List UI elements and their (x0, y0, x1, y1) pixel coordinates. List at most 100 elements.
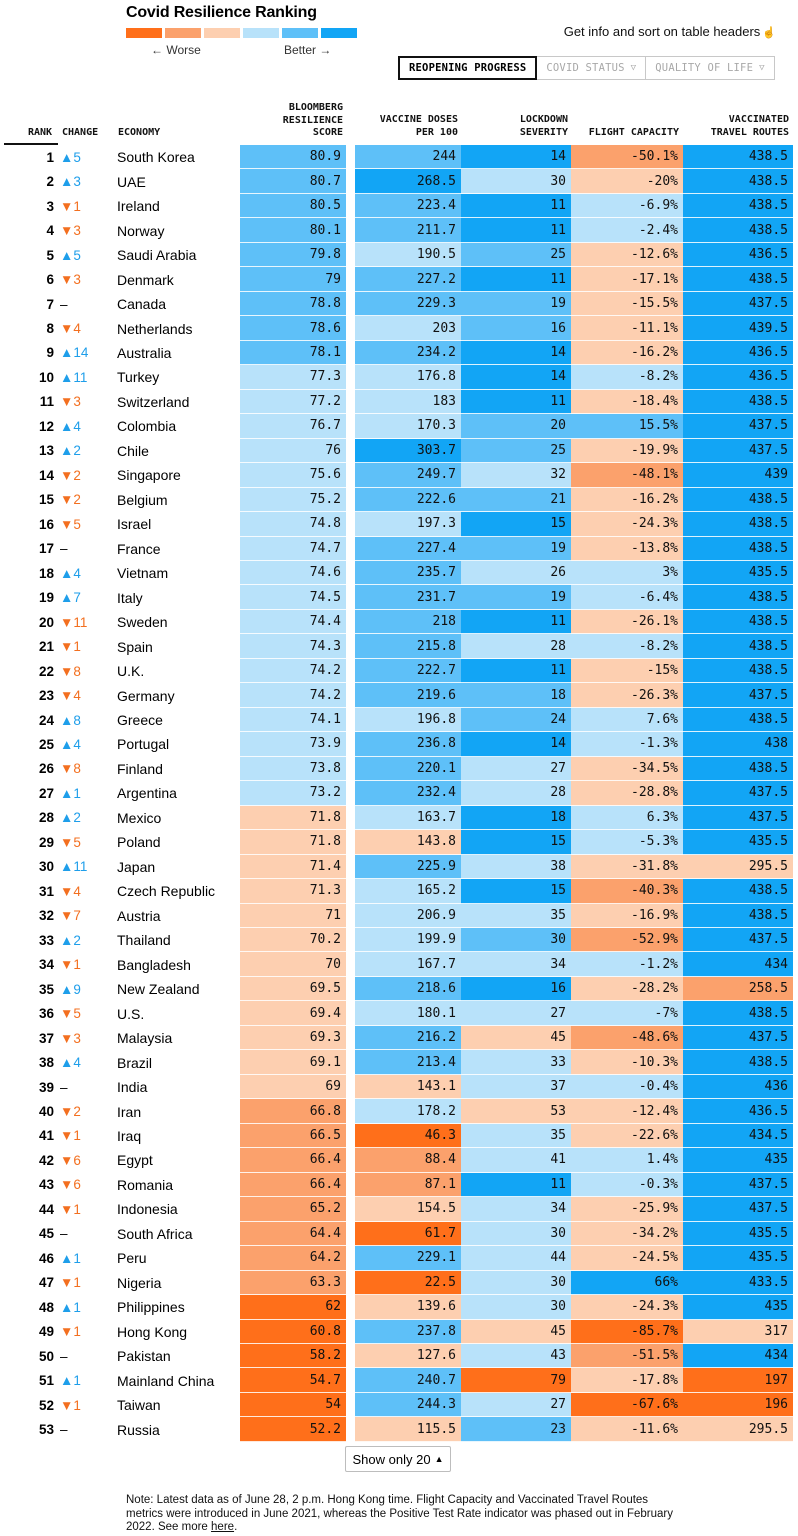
economy-cell: Russia (117, 1421, 160, 1438)
change-cell: ▲11 (60, 365, 100, 389)
flight-cell: -18.4% (571, 389, 683, 415)
vaccine-cell: 227.2 (355, 267, 461, 292)
tab-label: REOPENING PROGRESS (409, 62, 527, 74)
score-cell: 63.3 (240, 1270, 346, 1296)
lockdown-cell: 34 (461, 952, 571, 977)
vaccine-cell: 220.1 (355, 756, 461, 782)
travel-cell: 438.5 (683, 903, 793, 928)
economy-cell: Switzerland (117, 393, 190, 410)
economy-cell: Israel (117, 516, 152, 533)
score-cell: 74.2 (240, 658, 346, 684)
lockdown-cell: 45 (461, 1319, 571, 1344)
table-row: 47 ▼1 Nigeria 63.3 22.5 30 66% 433.5 (0, 1270, 798, 1296)
travel-cell: 258.5 (683, 976, 793, 1002)
change-value: ▼5 (60, 516, 81, 532)
change-value: ▲4 (60, 736, 81, 752)
legend-swatch (321, 28, 357, 38)
table-row: 6 ▼3 Denmark 79 227.2 11 -17.1% 438.5 (0, 267, 798, 292)
score-cell: 75.6 (240, 463, 346, 488)
rank-cell: 26 (38, 761, 54, 777)
rank-cell: 8 (46, 321, 54, 337)
lockdown-cell: 11 (461, 267, 571, 292)
pointer-hand-icon: ☝ (762, 27, 776, 39)
lockdown-cell: 26 (461, 560, 571, 586)
rank-cell: 48 (38, 1299, 54, 1315)
economy-cell: Belgium (117, 491, 168, 508)
travel-cell: 438 (683, 732, 793, 757)
rank-cell: 6 (46, 272, 54, 288)
legend-swatch (243, 28, 279, 38)
vaccine-cell: 115.5 (355, 1417, 461, 1442)
score-cell: 71.8 (240, 830, 346, 855)
change-cell: ▲9 (60, 977, 100, 1001)
header-rank[interactable]: RANK (28, 127, 53, 138)
rank-cell: 20 (38, 614, 54, 630)
tab-covid-status[interactable]: COVID STATUS ▽ (537, 56, 647, 80)
vaccine-cell: 218 (355, 609, 461, 635)
lockdown-cell: 15 (461, 879, 571, 904)
footnote: Note: Latest data as of June 28, 2 p.m. … (126, 1494, 686, 1535)
vaccine-cell: 197.3 (355, 512, 461, 537)
change-value: ▼1 (60, 198, 81, 214)
economy-cell: Australia (117, 344, 172, 361)
score-cell: 58.2 (240, 1343, 346, 1369)
flight-cell: -22.6% (571, 1123, 683, 1149)
rank-cell: 2 (46, 174, 54, 190)
flight-cell: -11.6% (571, 1417, 683, 1442)
score-cell: 66.5 (240, 1123, 346, 1149)
travel-cell: 295.5 (683, 854, 793, 880)
header-vaccine[interactable]: VACCINE DOSES PER 100 (355, 114, 458, 139)
economy-cell: Italy (117, 589, 143, 606)
lockdown-cell: 14 (461, 732, 571, 757)
flight-cell: -15.5% (571, 291, 683, 317)
change-cell: ▼4 (60, 879, 100, 903)
lockdown-cell: 24 (461, 707, 571, 733)
economy-cell: Malaysia (117, 1030, 173, 1047)
flight-cell: -26.1% (571, 609, 683, 635)
rank-cell: 21 (38, 639, 54, 655)
change-value: ▲2 (60, 810, 81, 826)
vaccine-cell: 190.5 (355, 242, 461, 268)
header-flight[interactable]: FLIGHT CAPACITY (571, 127, 679, 140)
economy-cell: Iran (117, 1103, 142, 1120)
change-cell: ▲2 (60, 439, 100, 463)
change-cell: ▲7 (60, 585, 100, 609)
travel-cell: 437.5 (683, 438, 793, 464)
rank-cell: 35 (38, 981, 54, 997)
show-only-20-button[interactable]: Show only 20 ▲ (345, 1446, 451, 1472)
table-row: 4 ▼3 Norway 80.1 211.7 11 -2.4% 438.5 (0, 218, 798, 243)
header-economy[interactable]: ECONOMY (118, 127, 161, 138)
tab-reopening-progress[interactable]: REOPENING PROGRESS (398, 56, 538, 80)
rank-cell: 12 (38, 418, 54, 434)
footnote-text: Note: Latest data as of June 28, 2 p.m. … (126, 1494, 673, 1533)
tab-bar: REOPENING PROGRESS COVID STATUS ▽ QUALITY… (398, 56, 775, 80)
change-value: ▼4 (60, 321, 81, 337)
header-travel-line: VACCINATED (728, 114, 789, 125)
tab-quality-of-life[interactable]: QUALITY OF LIFE ▽ (646, 56, 775, 80)
lockdown-cell: 23 (461, 1417, 571, 1442)
change-value: ▲4 (60, 565, 81, 581)
travel-cell: 438.5 (683, 756, 793, 782)
lockdown-cell: 11 (461, 658, 571, 684)
flight-cell: -20% (571, 169, 683, 194)
legend-swatch (165, 28, 201, 38)
rank-cell: 44 (38, 1201, 54, 1217)
header-change[interactable]: CHANGE (62, 127, 99, 138)
travel-cell: 437.5 (683, 1172, 793, 1198)
vaccine-cell: 139.6 (355, 1295, 461, 1320)
header-lockdown[interactable]: LOCKDOWN SEVERITY (461, 114, 568, 139)
header-travel[interactable]: VACCINATED TRAVEL ROUTES (683, 114, 789, 139)
vaccine-cell: 244 (355, 145, 461, 170)
travel-cell: 436.5 (683, 340, 793, 366)
change-value: ▼8 (60, 663, 81, 679)
see-more-link[interactable]: here (211, 1521, 235, 1533)
header-score[interactable]: BLOOMBERG RESILIENCE SCORE (240, 102, 343, 140)
header-travel-line: TRAVEL ROUTES (710, 126, 789, 138)
header-score-line: SCORE (312, 127, 343, 138)
score-cell: 80.7 (240, 169, 346, 194)
change-cell: ▲4 (60, 561, 100, 585)
header-lockdown-line: SEVERITY (519, 126, 568, 138)
change-value: – (60, 1226, 68, 1242)
economy-cell: Saudi Arabia (117, 247, 197, 264)
vaccine-cell: 167.7 (355, 952, 461, 977)
